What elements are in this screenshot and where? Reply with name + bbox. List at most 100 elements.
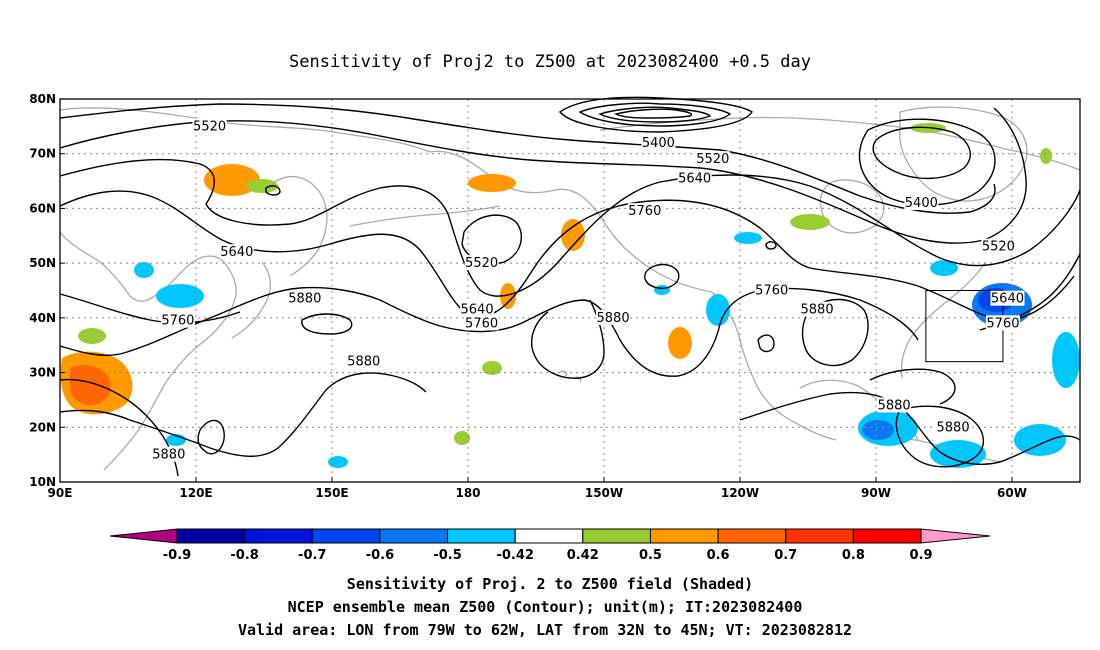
contour-5880-caribbean bbox=[739, 391, 1081, 465]
contour-label: 5520 bbox=[464, 255, 499, 271]
contour-label-bg bbox=[641, 134, 676, 150]
coastline-north-america-east bbox=[900, 261, 987, 379]
contour-label-bg bbox=[695, 151, 730, 167]
contour-5760-main bbox=[59, 190, 1075, 321]
contour-label: 5760 bbox=[160, 312, 195, 329]
contour-label-text: 5880 bbox=[152, 448, 185, 463]
colorbar-segment bbox=[852, 528, 922, 544]
contour-label: 5880 bbox=[800, 301, 835, 318]
contour-label-bg bbox=[677, 170, 712, 186]
colorbar-segment bbox=[649, 528, 719, 544]
contour-label: 5760 bbox=[627, 203, 662, 219]
contour-label-text: 5640 bbox=[991, 292, 1024, 307]
colorbar-tick-label: -0.5 bbox=[433, 548, 461, 563]
positive-area-north-atlantic bbox=[1040, 148, 1052, 164]
negative-area-north-america-west bbox=[734, 232, 762, 244]
contour-label-text: 5640 bbox=[461, 303, 494, 318]
contour-label-bg bbox=[464, 315, 499, 331]
contour-label-text: 5520 bbox=[465, 256, 498, 271]
contour-label: 5880 bbox=[151, 446, 186, 463]
contour-label-bg bbox=[460, 301, 495, 317]
negative-area-caribbean-core bbox=[862, 420, 894, 440]
contour-5880-central-pacific bbox=[530, 299, 605, 379]
contour-label: 5880 bbox=[877, 397, 912, 413]
colorbar-segment bbox=[311, 528, 381, 544]
contour-label: 5880 bbox=[596, 309, 631, 326]
contour-label: 5880 bbox=[287, 290, 322, 307]
positive-area-labrador bbox=[790, 214, 830, 230]
contour-label-bg bbox=[151, 446, 186, 462]
colorbar-tick-label: -0.42 bbox=[496, 548, 533, 563]
contour-5400-greenland-low bbox=[872, 126, 971, 180]
contour-label-bg bbox=[287, 290, 322, 306]
contour-label-text: 5880 bbox=[597, 311, 630, 326]
colorbar-segment bbox=[514, 528, 584, 544]
negative-area-tropical-atlantic-2 bbox=[1014, 424, 1066, 456]
contour-label-text: 5760 bbox=[161, 314, 194, 329]
positive-area-pacific-3 bbox=[454, 431, 470, 445]
colorbar-tick-label: -0.9 bbox=[163, 548, 191, 563]
negative-area-pacific-small-2 bbox=[328, 456, 348, 468]
gridlines bbox=[60, 99, 1080, 482]
contour-label-text: 5520 bbox=[193, 119, 226, 134]
colorbar-tick-label: 0.5 bbox=[639, 548, 662, 563]
contour-label-text: 5760 bbox=[628, 204, 661, 219]
contour-label-text: 5520 bbox=[982, 240, 1015, 255]
contour-label-text: 5520 bbox=[696, 152, 729, 167]
contour-label-text: 5760 bbox=[465, 316, 498, 331]
longitude-axis: 90E 120E 150E 180 150W 120W 90W 60W bbox=[48, 477, 1027, 500]
contour-label-bg bbox=[990, 290, 1025, 306]
contour-5400-greenland-low-2 bbox=[858, 118, 996, 206]
positive-area-bering bbox=[468, 174, 516, 192]
lat-tick-label: 70N bbox=[29, 147, 56, 161]
coastline-arctic-siberia bbox=[59, 107, 431, 153]
contour-5400-arctic-high-3 bbox=[598, 106, 712, 123]
lon-tick-label: 150E bbox=[315, 486, 348, 500]
positive-area-asia-west bbox=[78, 328, 106, 344]
negative-area-east-atlantic-north bbox=[930, 260, 958, 276]
contour-label: 5640 bbox=[677, 170, 712, 186]
contour-label: 5880 bbox=[346, 353, 381, 370]
contour-label-bg bbox=[160, 312, 195, 328]
colorbar-segment bbox=[785, 528, 854, 544]
contour-label-bg bbox=[800, 301, 835, 317]
contour-5520-main bbox=[59, 107, 1027, 244]
contour-5640-main bbox=[59, 158, 1081, 297]
positive-area-okhotsk bbox=[204, 164, 260, 196]
positive-area-subtropical-pacific bbox=[668, 327, 692, 359]
contour-label: 5760 bbox=[754, 282, 789, 299]
coastline-greenland bbox=[899, 106, 1028, 202]
latitude-axis: 80N 70N 60N 50N 40N 30N 20N 10N bbox=[29, 92, 65, 489]
positive-area-gulf-alaska bbox=[561, 219, 585, 251]
contour-label-text: 5880 bbox=[801, 303, 834, 318]
contour-label-text: 5760 bbox=[755, 284, 788, 299]
lat-tick-label: 40N bbox=[29, 311, 56, 325]
contour-label-bg bbox=[596, 309, 631, 325]
contour-label: 5760 bbox=[464, 315, 499, 331]
lat-tick-label: 60N bbox=[29, 201, 56, 215]
contour-label-bg bbox=[754, 282, 789, 298]
coastline-kamchatka bbox=[269, 176, 328, 277]
contour-label: 5640 bbox=[219, 244, 254, 260]
lon-tick-label: 90W bbox=[861, 486, 891, 500]
colorbar-segment bbox=[447, 528, 516, 544]
coastline-east-asia bbox=[59, 231, 237, 471]
contour-label: 5760 bbox=[985, 315, 1020, 331]
contour-5400-arctic-high-2 bbox=[578, 102, 732, 127]
contour-label: 5400 bbox=[641, 134, 676, 151]
negative-area-siberia-2 bbox=[134, 262, 154, 278]
lon-tick-label: 120E bbox=[179, 486, 212, 500]
contour-5760-east-asia bbox=[59, 293, 241, 324]
contour-5880-tiny-1 bbox=[757, 334, 775, 353]
contour-label-text: 5880 bbox=[288, 292, 321, 307]
caption-contour: NCEP ensemble mean Z500 (Contour); unit(… bbox=[288, 598, 803, 616]
caption-valid-area: Valid area: LON from 79W to 62W, LAT fro… bbox=[238, 621, 852, 639]
positive-sensitivity-areas bbox=[60, 123, 1052, 445]
contour-labels: 5520540055205640540055205760564055205760… bbox=[151, 118, 1025, 463]
colorbar-tick-label: -0.7 bbox=[298, 548, 326, 563]
contour-label-bg bbox=[219, 244, 254, 260]
coastline-north-america-west bbox=[711, 291, 837, 441]
colorbar-low-triangle bbox=[109, 528, 178, 544]
negative-area-gulf bbox=[654, 285, 670, 295]
contour-label: 5640 bbox=[990, 290, 1025, 307]
